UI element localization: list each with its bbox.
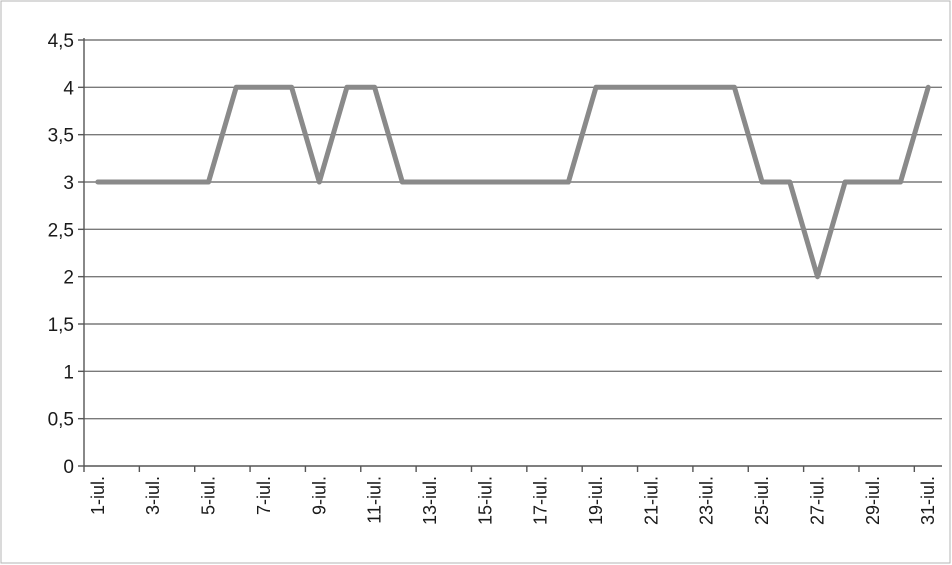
series-layer: [95, 84, 931, 280]
x-tick-label: 5-iul.: [199, 476, 219, 515]
x-tick-label: 15-iul.: [475, 476, 495, 525]
x-tick-label: 3-iul.: [143, 476, 163, 515]
x-tick-label: 19-iul.: [586, 476, 606, 525]
x-tick-label: 11-iul.: [365, 476, 385, 524]
y-tick-label: 4: [63, 78, 74, 99]
x-tick-label: 29-iul.: [863, 476, 883, 525]
y-tick-label: 2,5: [48, 220, 74, 241]
x-tick-label: 9-iul.: [309, 476, 329, 515]
x-tick-label: 25-iul.: [752, 476, 772, 525]
x-tick-label: 27-iul.: [807, 476, 827, 525]
x-axis-tick-labels: 1-iul. 3-iul. 5-iul. 7-iul. 9-iul. 11-iul. 13-…: [88, 476, 938, 525]
x-tick-label: 17-iul.: [531, 476, 551, 525]
y-tick-label: 2: [63, 268, 74, 289]
y-tick-label: 4,5: [48, 31, 74, 52]
x-tick-label: 23-iul.: [697, 476, 717, 525]
y-tick-label: 0: [63, 457, 74, 478]
x-tick-label: 21-iul.: [641, 476, 661, 525]
y-tick-label: 1: [63, 362, 74, 383]
y-axis-tick-labels: 0 0,5 1 1,5 2 2,5 3 3,5 4 4,5: [48, 31, 75, 478]
axes: [78, 38, 942, 472]
y-tick-label: 0,5: [48, 410, 74, 431]
x-tick-label: 1-iul.: [88, 476, 108, 515]
x-tick-label: 31-iul.: [918, 476, 938, 525]
x-tick-label: 7-iul.: [254, 476, 274, 515]
y-tick-label: 3: [63, 173, 74, 194]
y-tick-label: 3,5: [48, 126, 74, 147]
x-tick-label: 13-iul.: [420, 476, 440, 525]
y-tick-label: 1,5: [48, 315, 74, 336]
